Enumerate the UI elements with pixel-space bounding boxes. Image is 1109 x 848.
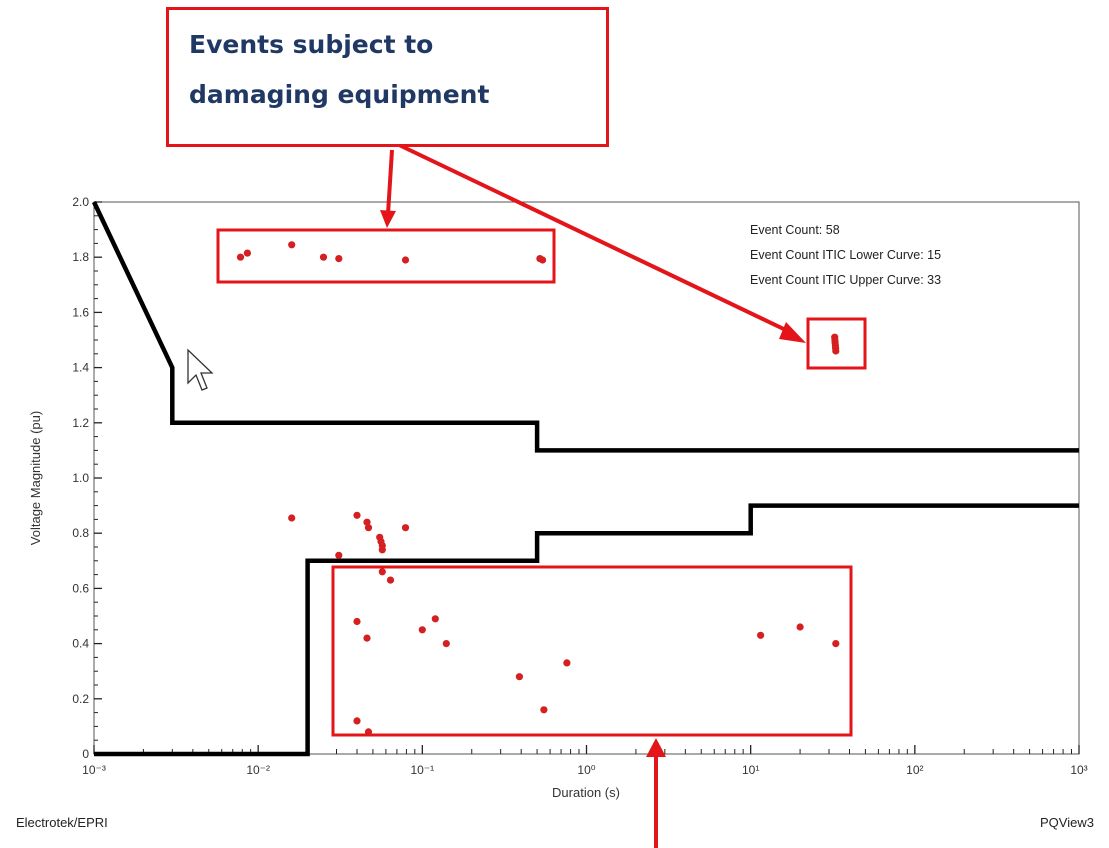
y-tick-label: 0.4 (72, 637, 89, 651)
callout-arrows (380, 142, 806, 848)
y-tick-label: 0 (82, 747, 89, 761)
event-point (401, 256, 410, 264)
arrow-head-bottom-box (646, 738, 666, 757)
event-point (515, 673, 524, 681)
highlight-boxes (216, 228, 867, 737)
x-tick-label: 10⁻¹ (410, 763, 434, 777)
event-point (353, 511, 361, 519)
stat-event-count: Event Count: 58 (750, 223, 840, 237)
event-point (236, 253, 245, 261)
event-point (288, 514, 296, 522)
itic-lower-curve (94, 503, 1079, 757)
mouse-cursor-icon (187, 348, 214, 391)
y-tick-label: 2.0 (72, 195, 89, 209)
event-point (353, 717, 361, 725)
highlight-box-bottom (331, 565, 853, 737)
event-point (539, 256, 547, 264)
x-tick-label: 10⁻³ (82, 763, 106, 777)
event-point (364, 524, 373, 532)
event-stats: Event Count: 58 Event Count ITIC Lower C… (750, 223, 941, 287)
event-point (832, 347, 840, 355)
y-tick-label: 1.0 (72, 471, 89, 485)
event-point (442, 640, 450, 648)
event-point (563, 659, 571, 667)
x-tick-label: 10² (906, 763, 923, 777)
highlight-box-right (806, 317, 867, 370)
event-point (796, 623, 804, 631)
x-axis-label: Duration (s) (552, 785, 620, 800)
y-tick-label: 1.4 (72, 361, 89, 375)
event-point (288, 241, 296, 249)
callout-text: Events subject to damaging equipment (189, 30, 490, 109)
event-point (363, 518, 371, 526)
event-point (757, 631, 765, 639)
x-tick-label: 10⁻² (246, 763, 270, 777)
event-point (540, 706, 548, 714)
event-point (378, 546, 386, 554)
arrow-head-top-box (380, 210, 396, 228)
event-point (319, 253, 328, 261)
y-tick-label: 0.8 (72, 526, 89, 540)
stat-itic-lower: Event Count ITIC Lower Curve: 15 (750, 248, 941, 262)
event-point (335, 551, 343, 559)
x-tick-label: 10⁰ (577, 763, 595, 777)
itic-upper-curve (91, 201, 1079, 453)
event-point (386, 576, 395, 584)
x-tick-label: 10³ (1070, 763, 1087, 777)
highlight-box-top (216, 228, 556, 284)
x-tick-label: 10¹ (742, 763, 759, 777)
event-point (431, 615, 439, 623)
event-point (832, 640, 840, 648)
event-point (363, 634, 371, 642)
arrow-to-right-box (396, 142, 793, 335)
event-point (243, 249, 251, 257)
y-tick-label: 1.2 (72, 416, 89, 430)
y-tick-label: 1.6 (72, 305, 89, 319)
y-tick-label: 0.2 (72, 692, 89, 706)
event-point (401, 524, 410, 532)
event-point (353, 617, 361, 626)
footer-left: Electrotek/EPRI (16, 815, 108, 830)
y-axis-label: Voltage Magnitude (pu) (28, 411, 43, 545)
event-point (418, 626, 426, 634)
event-point (378, 568, 386, 576)
arrow-to-top-box (386, 149, 394, 215)
y-tick-label: 1.8 (72, 250, 89, 264)
footer-right: PQView3 (1040, 815, 1094, 830)
y-tick-label: 0.6 (72, 581, 89, 595)
arrow-head-right-box (779, 322, 806, 343)
event-point (335, 255, 343, 263)
callout-box: Events subject to damaging equipment (166, 7, 609, 147)
stat-itic-upper: Event Count ITIC Upper Curve: 33 (750, 273, 941, 287)
